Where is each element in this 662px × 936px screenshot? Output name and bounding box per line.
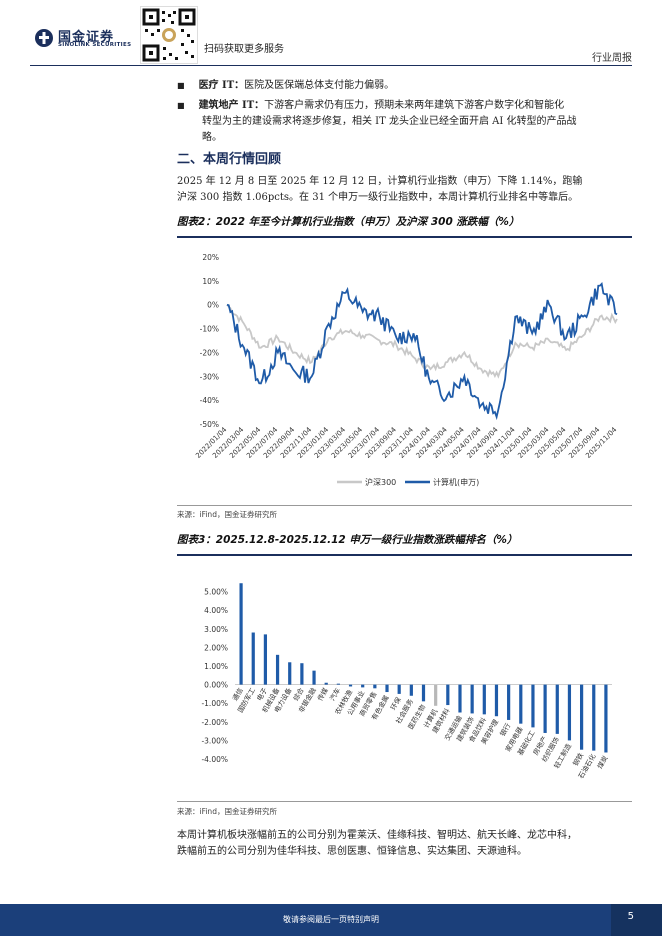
- bullet-text: 医院及医保端总体支付能力偏弱。: [244, 80, 395, 91]
- y-tick-label: 10%: [202, 277, 219, 286]
- bar: [288, 662, 292, 685]
- figure2-source: 来源：iFind，国金证券研究所: [177, 510, 277, 519]
- y-tick-label: 0%: [207, 301, 219, 310]
- bar: [543, 684, 547, 733]
- bar: [519, 684, 523, 724]
- figure2-top-rule: [177, 236, 632, 238]
- bar: [579, 684, 584, 750]
- bullet-text: 下游客户需求仍有压力，预期未来两年建筑下游客户数字化和智能化: [264, 100, 565, 111]
- category-label: 银行: [498, 721, 513, 737]
- legend-label-computer: 计算机(申万): [433, 477, 479, 487]
- intro-line-2: 沪深 300 指数 1.06pcts。在 31 个申万一级行业指数中，本周计算机…: [177, 192, 579, 203]
- company-name-cn: 国金证券: [58, 30, 115, 45]
- bar: [336, 683, 340, 685]
- y-tick-label: 20%: [202, 253, 219, 262]
- bullet-text-line3: 略。: [202, 132, 222, 143]
- company-logo-icon: [35, 29, 53, 47]
- bar: [446, 684, 450, 706]
- bar: [604, 684, 608, 753]
- bar: [239, 583, 243, 685]
- intro-line-1: 2025 年 12 月 8 日至 2025 年 12 月 12 日，计算机行业指…: [177, 176, 583, 187]
- footer-disclaimer: 敬请参阅最后一页特别声明: [283, 915, 379, 924]
- bullet-label: 建筑地产 IT：: [198, 100, 265, 111]
- bar: [409, 684, 413, 696]
- bar: [507, 684, 511, 720]
- y-tick-label: -20%: [200, 348, 219, 357]
- bullet-construction-it: ■ 建筑地产 IT：下游客户需求仍有压力，预期未来两年建筑下游客户数字化和智能化: [177, 100, 565, 111]
- category-label: 传媒: [315, 686, 330, 702]
- bar: [373, 684, 377, 689]
- figure2-bottom-rule: [177, 505, 632, 506]
- figure2-title: 图表2：2022 年至今计算机行业指数（申万）及沪深 300 涨跌幅（%）: [177, 216, 520, 228]
- bar: [397, 684, 401, 694]
- bar: [555, 684, 559, 734]
- bar: [494, 684, 499, 717]
- y-tick-label: -4.00%: [201, 755, 228, 764]
- bar: [531, 684, 535, 728]
- bullet-text-line2: 转型为主的建设需求将逐步修复，相关 IT 龙头企业已经全面开启 AI 化转型的产…: [202, 116, 577, 127]
- summary-line-1: 本周计算机板块涨幅前五的公司分别为霍莱沃、佳缘科技、智明达、航天长峰、龙芯中科，: [177, 830, 577, 841]
- bar: [300, 663, 304, 685]
- bar: [434, 684, 438, 706]
- document-type: 行业周报: [592, 53, 632, 64]
- y-tick-label: 4.00%: [204, 606, 228, 615]
- figure3-top-rule: [177, 554, 632, 556]
- y-tick-label: -30%: [200, 372, 219, 381]
- y-tick-label: -40%: [200, 396, 219, 405]
- company-name-en: SINOLINK SECURITIES: [58, 42, 132, 48]
- bar: [567, 684, 572, 741]
- bar: [348, 684, 353, 687]
- figure3-title: 图表3：2025.12.8-2025.12.12 申万一级行业指数涨跌幅排名（%…: [177, 534, 518, 546]
- bullet-medical-it: ■ 医疗 IT：医院及医保端总体支付能力偏弱。: [177, 80, 395, 91]
- qr-caption: 扫码获取更多服务: [204, 44, 284, 55]
- y-tick-label: 0.00%: [204, 681, 228, 690]
- y-tick-label: 1.00%: [204, 662, 228, 671]
- bar: [251, 632, 255, 685]
- bar: [458, 684, 462, 713]
- bar: [592, 684, 596, 751]
- y-tick-label: -10%: [200, 325, 219, 334]
- figure3-bottom-rule: [177, 801, 632, 802]
- legend-label-hs300: 沪深300: [365, 477, 396, 487]
- bar: [482, 684, 486, 715]
- y-tick-label: 5.00%: [204, 588, 228, 597]
- category-label: 煤炭: [595, 754, 610, 770]
- summary-line-2: 跌幅前五的公司分别为佳华科技、思创医惠、恒锋信息、实达集团、天源迪科。: [177, 846, 527, 857]
- y-tick-label: -2.00%: [201, 718, 228, 727]
- bar: [385, 684, 389, 693]
- bar-chart: 5.00% 4.00% 3.00% 2.00% 1.00% 0.00% -1.00% -2.0…: [201, 583, 612, 780]
- page-number-box: [611, 904, 662, 936]
- qr-code-icon: [140, 6, 198, 64]
- footer-bar: [0, 904, 662, 936]
- bar: [470, 684, 474, 714]
- bar: [324, 682, 328, 685]
- line-chart: 20%10%0%-10%-20%-30%-40%-50%2022/01/0420…: [194, 253, 619, 487]
- header-divider: [30, 65, 632, 66]
- bar: [312, 670, 316, 685]
- bar: [421, 684, 426, 702]
- figure3-source: 来源：iFind，国金证券研究所: [177, 807, 277, 816]
- y-tick-label: 3.00%: [204, 625, 228, 634]
- bar: [361, 684, 365, 688]
- y-tick-label: -50%: [200, 420, 219, 429]
- series-line-computer: [226, 282, 618, 421]
- y-tick-label: -1.00%: [201, 699, 228, 708]
- bullet-label: 医疗 IT：: [198, 80, 245, 91]
- bar: [275, 654, 280, 685]
- bar: [263, 634, 268, 685]
- page-number: 5: [627, 911, 634, 922]
- section-title: 二、本周行情回顾: [177, 152, 282, 167]
- y-tick-label: -3.00%: [201, 736, 228, 745]
- y-tick-label: 2.00%: [204, 643, 228, 652]
